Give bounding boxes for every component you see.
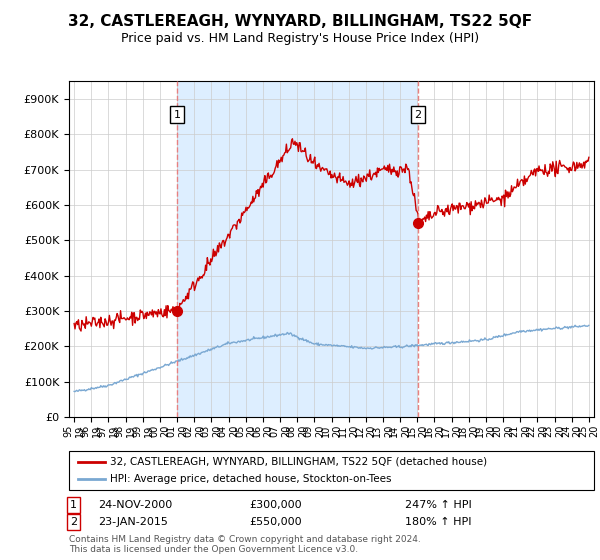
Text: 180% ↑ HPI: 180% ↑ HPI [405, 517, 472, 527]
Text: 32, CASTLEREAGH, WYNYARD, BILLINGHAM, TS22 5QF: 32, CASTLEREAGH, WYNYARD, BILLINGHAM, TS… [68, 14, 532, 29]
Text: HPI: Average price, detached house, Stockton-on-Tees: HPI: Average price, detached house, Stoc… [110, 474, 391, 484]
Text: 2: 2 [415, 110, 422, 120]
Text: 247% ↑ HPI: 247% ↑ HPI [405, 500, 472, 510]
Text: 32, CASTLEREAGH, WYNYARD, BILLINGHAM, TS22 5QF (detached house): 32, CASTLEREAGH, WYNYARD, BILLINGHAM, TS… [110, 457, 487, 467]
Text: 2: 2 [70, 517, 77, 527]
Text: 1: 1 [173, 110, 181, 120]
Text: 24-NOV-2000: 24-NOV-2000 [98, 500, 172, 510]
Text: 23-JAN-2015: 23-JAN-2015 [98, 517, 167, 527]
Text: Price paid vs. HM Land Registry's House Price Index (HPI): Price paid vs. HM Land Registry's House … [121, 32, 479, 45]
Text: Contains HM Land Registry data © Crown copyright and database right 2024.
This d: Contains HM Land Registry data © Crown c… [69, 535, 421, 554]
Text: 1: 1 [70, 500, 77, 510]
Bar [177, 81, 418, 417]
Text: £550,000: £550,000 [249, 517, 302, 527]
Text: £300,000: £300,000 [249, 500, 302, 510]
